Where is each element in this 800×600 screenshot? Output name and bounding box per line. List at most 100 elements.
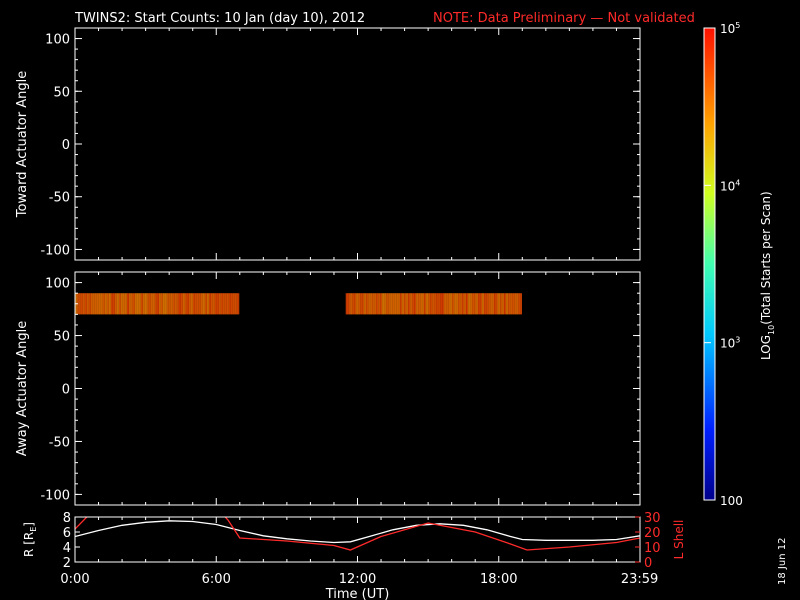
heatmap-band-cell [193,293,196,315]
heatmap-band-cell [95,293,98,315]
date-stamp: 18 Jun 12 [777,538,788,585]
y-tick-label: 0 [62,383,70,398]
heatmap-band-cell [391,293,394,315]
heatmap-band-cell [127,293,130,315]
heatmap-band-cell [151,293,154,315]
heatmap-band-cell [445,293,448,315]
heatmap-band-cell [163,293,166,315]
colorbar-tick-exp: 4 [735,178,740,187]
heatmap-band-cell [437,293,440,315]
heatmap-band-cell [237,293,240,315]
heatmap-band-cell [363,293,366,315]
heatmap-band-cell [481,293,484,315]
heatmap-band-cell [511,293,514,315]
heatmap-band-cell [99,293,102,315]
heatmap-band-cell [215,293,218,315]
heatmap-band-cell [355,293,358,315]
heatmap-band-cell [101,293,104,315]
y-tick-label: -100 [40,243,70,258]
heatmap-band-cell [519,293,522,315]
heatmap-band-cell [451,293,454,315]
heatmap-band-cell [167,293,170,315]
heatmap-band-cell [169,293,172,315]
heatmap-band-cell [375,293,378,315]
heatmap-band-cell [497,293,500,315]
heatmap-band-cell [505,293,508,315]
heatmap-band-cell [415,293,418,315]
heatmap-band-cell [93,293,96,315]
heatmap-band-cell [197,293,200,315]
heatmap-band-cell [459,293,462,315]
right-tick-label: 0 [644,556,652,571]
heatmap-band-cell [107,293,110,315]
heatmap-band-cell [207,293,210,315]
heatmap-band-cell [103,293,106,315]
heatmap-band-cell [507,293,510,315]
heatmap-band-cell [393,293,396,315]
heatmap-band-cell [431,293,434,315]
heatmap-band-cell [421,293,424,315]
heatmap-band-cell [221,293,224,315]
lshell-series-line [75,517,640,551]
y-tick-label: -50 [49,435,70,450]
heatmap-band-cell [233,293,236,315]
heatmap-band-cell [125,293,128,315]
heatmap-band-cell [493,293,496,315]
heatmap-band-cell [137,293,140,315]
heatmap-band-cell [227,293,230,315]
chart-title: TWINS2: Start Counts: 10 Jan (day 10), 2… [74,11,365,26]
heatmap-band-cell [449,293,452,315]
y-tick-label: 50 [53,330,70,345]
right-axis-label: L Shell [672,520,686,560]
heatmap-band-cell [153,293,156,315]
heatmap-band-cell [345,293,348,315]
heatmap-band-cell [359,293,362,315]
heatmap-band-cell [89,293,92,315]
heatmap-band-cell [213,293,216,315]
heatmap-band-cell [349,293,352,315]
heatmap-band-cell [371,293,374,315]
heatmap-band-cell [145,293,148,315]
heatmap-band-cell [487,293,490,315]
heatmap-band-cell [433,293,436,315]
y-tick-label: 50 [53,85,70,100]
left-axis-label-close: ] [22,522,36,527]
heatmap-band-cell [485,293,488,315]
heatmap-band-cell [195,293,198,315]
heatmap-band-cell [491,293,494,315]
colorbar-tick-base: 10 [720,22,735,36]
heatmap-band-cell [457,293,460,315]
heatmap-band-cell [79,293,82,315]
heatmap-band-cell [419,293,422,315]
left-tick-label: 6 [63,526,71,541]
heatmap-band-cell [159,293,162,315]
heatmap-band-cell [231,293,234,315]
preliminary-note: NOTE: Data Preliminary — Not validated [433,11,695,26]
right-tick-label: 10 [644,541,661,556]
heatmap-band-cell [171,293,174,315]
heatmap-band-cell [225,293,228,315]
heatmap-band-cell [223,293,226,315]
heatmap-band-cell [439,293,442,315]
heatmap-band-cell [217,293,220,315]
left-tick-label: 8 [63,511,71,526]
x-tick-label: 6:00 [202,572,231,587]
heatmap-band-cell [129,293,132,315]
heatmap-band-cell [173,293,176,315]
heatmap-band-cell [479,293,482,315]
heatmap-band-cell [407,293,410,315]
heatmap-band-cell [435,293,438,315]
heatmap-band-cell [219,293,222,315]
colorbar-tick-base: 10 [720,179,735,193]
heatmap-band-cell [411,293,414,315]
heatmap-band-cell [147,293,150,315]
away-heatmap-panel: -100 -50 0 50 100 Away Actuator Angle [15,271,641,506]
colorbar-tick-label: 100 [720,494,743,508]
heatmap-band-cell [235,293,238,315]
heatmap-band-cell [175,293,178,315]
right-tick-label: 30 [644,511,661,526]
y-tick-label: -100 [40,488,70,503]
heatmap-band-cell [427,293,430,315]
heatmap-band-cell [413,293,416,315]
